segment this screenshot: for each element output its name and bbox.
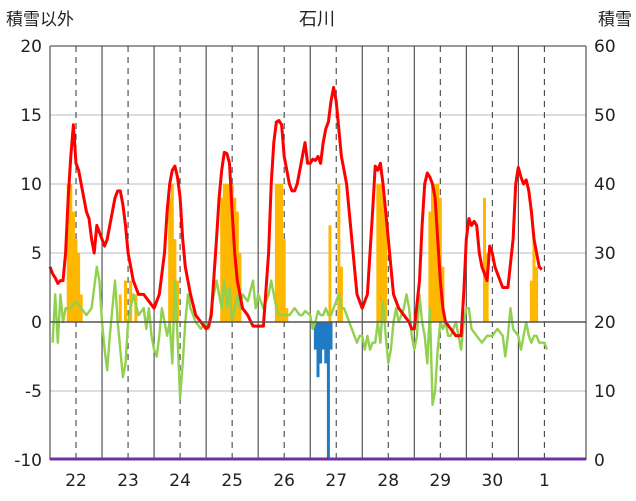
negative-bar bbox=[326, 322, 330, 460]
positive-bar bbox=[384, 211, 388, 322]
series-line bbox=[48, 85, 543, 338]
positive-bar bbox=[170, 184, 174, 322]
positive-bar bbox=[532, 239, 536, 322]
negative-bar bbox=[329, 322, 333, 350]
positive-bar bbox=[428, 211, 432, 322]
positive-bar bbox=[378, 184, 382, 322]
positive-bar bbox=[277, 184, 281, 322]
x-tick-label: 24 bbox=[169, 471, 191, 491]
right-tick-label: 60 bbox=[594, 37, 616, 57]
positive-bar bbox=[69, 184, 73, 322]
positive-bar bbox=[282, 239, 286, 322]
x-tick-label: 28 bbox=[377, 471, 399, 491]
x-tick-label: 23 bbox=[117, 471, 139, 491]
left-tick-label: 5 bbox=[31, 244, 42, 264]
positive-bar bbox=[71, 211, 75, 322]
negative-bar bbox=[313, 322, 317, 350]
positive-bar bbox=[228, 184, 232, 322]
left-tick-label: 15 bbox=[20, 106, 42, 126]
positive-bar bbox=[274, 184, 278, 322]
positive-bar bbox=[77, 253, 81, 322]
positive-bar bbox=[74, 239, 78, 322]
x-tick-label: 27 bbox=[325, 471, 347, 491]
positive-bar bbox=[339, 266, 343, 322]
right-axis-label: 積雪 bbox=[598, 10, 632, 30]
negative-bar bbox=[319, 322, 323, 364]
right-tick-label: 10 bbox=[594, 382, 616, 402]
positive-bar bbox=[529, 280, 533, 322]
positive-bar bbox=[535, 266, 539, 322]
line-series bbox=[48, 85, 549, 406]
positive-bar bbox=[168, 197, 172, 322]
positive-bar bbox=[485, 253, 489, 322]
right-tick-label: 0 bbox=[594, 451, 605, 471]
negative-bar bbox=[321, 322, 325, 350]
x-tick-label: 22 bbox=[65, 471, 87, 491]
left-tick-label: 20 bbox=[20, 37, 42, 57]
positive-bar bbox=[220, 197, 224, 322]
right-tick-label: 40 bbox=[594, 175, 616, 195]
positive-bar bbox=[433, 184, 437, 322]
left-tick-label: 10 bbox=[20, 175, 42, 195]
negative-bar bbox=[316, 322, 320, 378]
right-tick-label: 50 bbox=[594, 106, 616, 126]
x-tick-label: 25 bbox=[221, 471, 243, 491]
x-tick-label: 29 bbox=[429, 471, 451, 491]
right-tick-label: 20 bbox=[594, 313, 616, 333]
left-tick-label: -5 bbox=[25, 382, 42, 402]
right-tick-label: 30 bbox=[594, 244, 616, 264]
positive-bar bbox=[381, 184, 385, 322]
positive-bar bbox=[230, 184, 234, 322]
positive-bar bbox=[430, 184, 434, 322]
axes bbox=[49, 45, 587, 461]
left-tick-label: -10 bbox=[14, 451, 42, 471]
x-tick-label: 1 bbox=[539, 471, 550, 491]
positive-bar bbox=[483, 197, 487, 322]
positive-bar bbox=[328, 225, 332, 322]
negative-bar bbox=[324, 322, 328, 364]
positive-bar bbox=[280, 184, 284, 322]
positive-bar bbox=[175, 280, 179, 322]
positive-bar bbox=[123, 280, 127, 322]
positive-bar bbox=[118, 294, 122, 322]
positive-bar bbox=[376, 184, 380, 322]
left-tick-label: 0 bbox=[31, 313, 42, 333]
positive-bar bbox=[66, 184, 70, 322]
series-line bbox=[51, 265, 549, 406]
positive-bar bbox=[225, 184, 229, 322]
positive-bar bbox=[337, 184, 341, 322]
grid-lines bbox=[49, 46, 586, 460]
chart-title: 石川 bbox=[299, 9, 335, 30]
positive-bar bbox=[129, 280, 133, 322]
x-tick-label: 26 bbox=[273, 471, 295, 491]
x-tick-label: 30 bbox=[482, 471, 504, 491]
left-axis-label: 積雪以外 bbox=[6, 10, 74, 30]
positive-bar bbox=[222, 184, 226, 322]
